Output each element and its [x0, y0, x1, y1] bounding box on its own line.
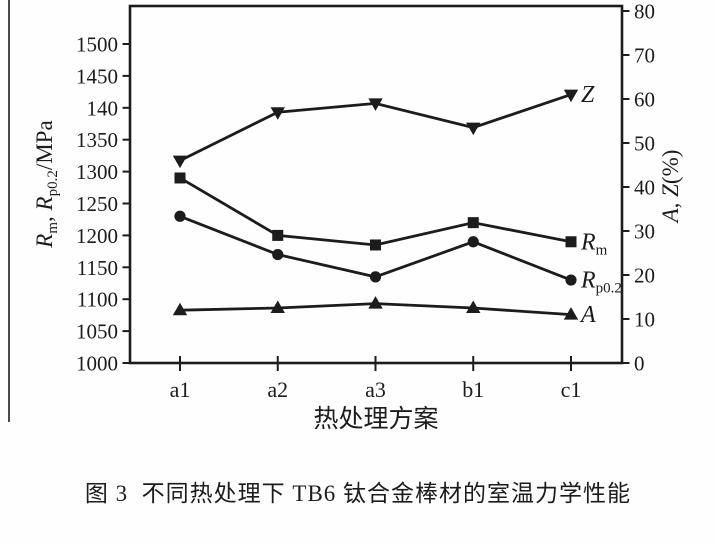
svg-text:1100: 1100 — [77, 288, 118, 312]
svg-text:c1: c1 — [561, 377, 582, 402]
svg-text:1200: 1200 — [76, 224, 118, 248]
svg-text:1250: 1250 — [76, 192, 118, 216]
series-label-Rm: Rm — [580, 229, 608, 258]
svg-text:30: 30 — [634, 220, 655, 244]
series-label-Rp0.2: Rp0.2 — [580, 268, 622, 297]
svg-text:70: 70 — [634, 44, 655, 68]
svg-text:20: 20 — [634, 264, 655, 288]
svg-text:1450: 1450 — [76, 64, 118, 88]
svg-text:1350: 1350 — [76, 128, 118, 152]
svg-text:1300: 1300 — [76, 160, 118, 184]
chart-canvas: 1000105011001150120012501300135014014501… — [32, 0, 683, 433]
series-A: A — [172, 296, 596, 328]
svg-text:b1: b1 — [462, 377, 484, 402]
svg-text:1050: 1050 — [76, 320, 118, 344]
series-Z: Z — [172, 82, 595, 169]
svg-text:1150: 1150 — [77, 256, 118, 280]
svg-text:80: 80 — [634, 0, 655, 24]
series-Rm: Rm — [174, 172, 608, 258]
series-Rp0.2: Rp0.2 — [174, 210, 622, 297]
svg-text:10: 10 — [634, 308, 655, 332]
x-axis: a1 a2 a3 b1 c1 — [170, 356, 582, 402]
svg-text:a3: a3 — [365, 377, 386, 402]
svg-text:40: 40 — [634, 176, 655, 200]
series-label-Z: Z — [581, 82, 595, 108]
left-axis: 1000 1050 1100 1150 1200 1250 1300 1350 140 1450 1… — [32, 33, 130, 376]
svg-text:140: 140 — [87, 96, 119, 120]
svg-text:A, Z(%): A, Z(%) — [658, 150, 683, 225]
scan-edge-artifact — [8, 0, 10, 422]
figure-caption: 图 3 不同热处理下 TB6 钛合金棒材的室温力学性能 Fig.3 Mechan… — [0, 442, 716, 545]
chart-generated-content: 1000105011001150120012501300135014014501… — [32, 0, 683, 402]
right-axis: 0 10 20 30 40 50 60 70 80 A, Z(%) — [622, 0, 683, 376]
x-axis-title: 热处理方案 — [313, 405, 438, 433]
svg-text:Rm, Rp0.2/MPa: Rm, Rp0.2/MPa — [32, 120, 61, 248]
svg-text:1500: 1500 — [76, 33, 118, 57]
series-label-A: A — [579, 302, 596, 328]
svg-text:60: 60 — [634, 88, 655, 112]
svg-text:50: 50 — [634, 132, 655, 156]
svg-text:a1: a1 — [170, 377, 191, 402]
svg-text:a2: a2 — [267, 377, 288, 402]
svg-text:1000: 1000 — [76, 352, 118, 376]
svg-text:0: 0 — [634, 352, 645, 376]
caption-zh: 图 3 不同热处理下 TB6 钛合金棒材的室温力学性能 — [84, 481, 632, 506]
